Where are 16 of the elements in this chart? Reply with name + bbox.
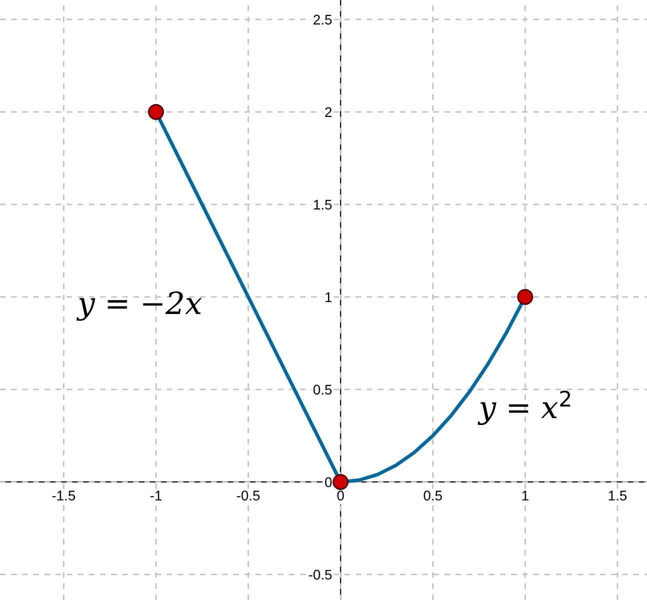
y-tick-label: 0 bbox=[325, 477, 332, 488]
x-tick-label: -0.5 bbox=[236, 490, 260, 500]
y-tick-label: -0.5 bbox=[308, 570, 332, 580]
x-tick-label: 1.5 bbox=[608, 490, 627, 500]
y-tick-label: 1.5 bbox=[314, 200, 332, 210]
x-tick-label: -1 bbox=[150, 490, 162, 500]
y-tick-label: 2.5 bbox=[314, 14, 332, 25]
annotation: y = −2x bbox=[76, 291, 202, 321]
x-tick-label: 0.5 bbox=[424, 490, 442, 500]
y-tick-label: 0.5 bbox=[313, 384, 332, 395]
x-tick-label: -1.5 bbox=[52, 490, 76, 500]
y-tick-label: 1 bbox=[326, 292, 332, 302]
y-tick-label: 2 bbox=[325, 107, 332, 117]
annotation: y = x$^{2}$ bbox=[478, 390, 570, 425]
x-tick-label: 0 bbox=[337, 490, 344, 500]
x-tick-label: 1 bbox=[522, 490, 528, 500]
